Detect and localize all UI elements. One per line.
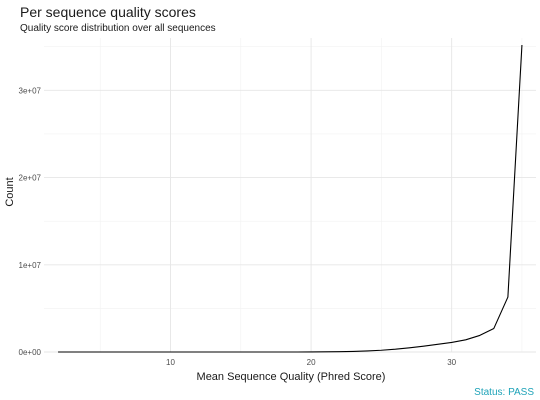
chart-title: Per sequence quality scores [20, 4, 196, 20]
y-axis-title: Count [4, 177, 16, 206]
y-tick-labels: 0e+00 1e+07 2e+07 3e+07 [19, 86, 42, 357]
minor-gridlines [44, 38, 536, 352]
major-gridlines [44, 38, 536, 353]
y-tick-label: 2e+07 [19, 174, 42, 183]
x-tick-label: 10 [166, 358, 175, 367]
series-layer [58, 44, 523, 353]
x-tick-labels: 10 20 30 [166, 358, 457, 367]
x-tick-label: 20 [307, 358, 316, 367]
chart-subtitle: Quality score distribution over all sequ… [20, 23, 216, 34]
x-axis-title: Mean Sequence Quality (Phred Score) [197, 371, 386, 383]
y-tick-label: 3e+07 [19, 86, 42, 95]
y-tick-label: 1e+07 [19, 261, 42, 270]
y-tick-label: 0e+00 [19, 348, 42, 357]
status-label: Status: PASS [474, 387, 534, 398]
series-line [58, 44, 523, 353]
x-tick-label: 30 [447, 358, 456, 367]
